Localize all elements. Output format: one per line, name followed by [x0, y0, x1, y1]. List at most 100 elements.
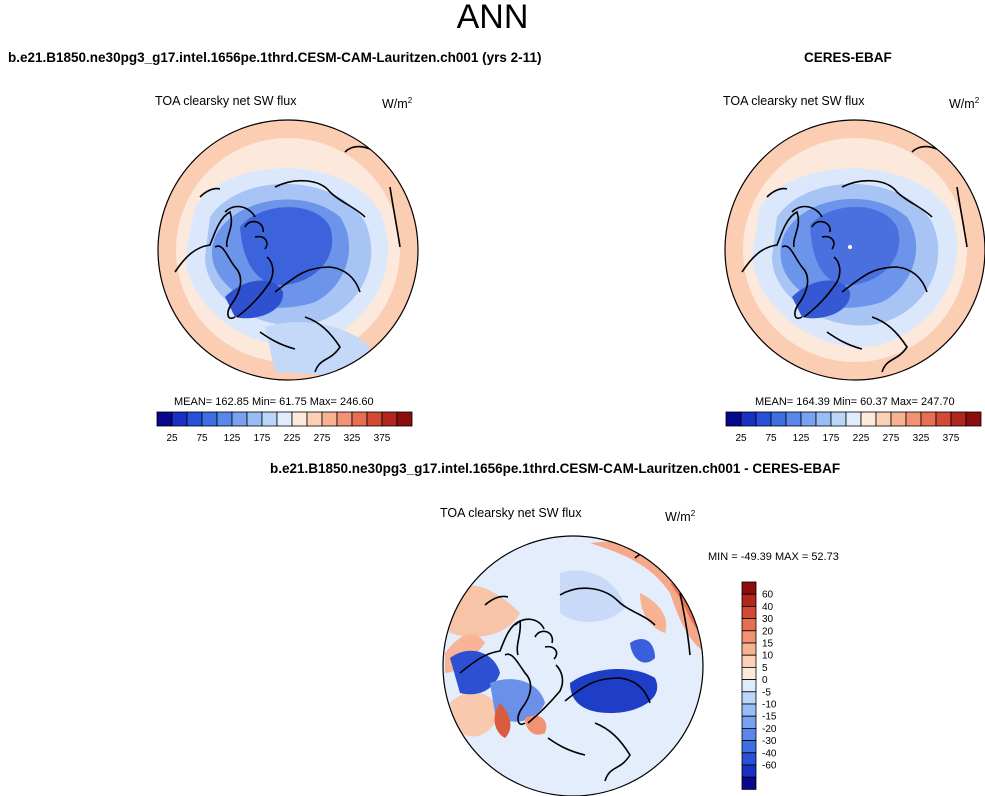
colorbar-tick-label: 10 — [762, 651, 774, 662]
colorbar-swatch — [741, 764, 757, 778]
colorbar-swatch — [785, 411, 802, 427]
colorbar-swatch — [741, 727, 757, 741]
colorbar-tick-label: 175 — [823, 433, 840, 444]
colorbar-swatch — [171, 411, 188, 427]
colorbar-swatch — [845, 411, 862, 427]
colorbar-swatch — [741, 593, 757, 607]
diff-colorbar-swatches — [741, 581, 757, 790]
colorbar-swatch — [741, 618, 757, 632]
colorbar-tick-label: 25 — [735, 433, 747, 444]
colorbar-swatch — [875, 411, 892, 427]
colorbar-swatch — [830, 411, 847, 427]
colorbar-swatch — [741, 776, 757, 790]
colorbar-swatch — [336, 411, 353, 427]
diff-minmax: MIN = -49.39 MAX = 52.73 — [708, 551, 839, 563]
colorbar-tick-label: 125 — [793, 433, 810, 444]
colorbar-tick-label: 0 — [762, 675, 768, 686]
colorbar-swatch — [741, 740, 757, 754]
colorbar-swatch — [741, 752, 757, 766]
colorbar-swatch — [741, 605, 757, 619]
colorbar-swatch — [741, 581, 757, 595]
colorbar-swatch — [740, 411, 757, 427]
colorbar-tick-label: -15 — [762, 712, 777, 723]
colorbar-swatch — [741, 703, 757, 717]
colorbar-swatch — [725, 411, 742, 427]
colorbar-swatch — [201, 411, 218, 427]
colorbar-swatch — [246, 411, 263, 427]
colorbar-swatch — [366, 411, 383, 427]
model-colorbar-ticks: 25 75 125 175 225 275 325 375 — [166, 433, 390, 444]
obs-case-title: CERES-EBAF — [804, 50, 892, 65]
obs-colorbar-swatches — [725, 411, 982, 427]
colorbar-tick-label: 5 — [762, 663, 768, 674]
colorbar-swatch — [306, 411, 323, 427]
colorbar-tick-label: 275 — [314, 433, 331, 444]
model-colorbar-swatches — [156, 411, 413, 427]
colorbar-swatch — [741, 679, 757, 693]
obs-colorbar-ticks: 25 75 125 175 225 275 325 375 — [735, 433, 959, 444]
colorbar-tick-label: 275 — [883, 433, 900, 444]
colorbar-swatch — [741, 654, 757, 668]
colorbar-tick-label: 40 — [762, 602, 774, 613]
colorbar-tick-label: 375 — [943, 433, 960, 444]
colorbar-swatch — [216, 411, 233, 427]
diff-polar-map — [442, 535, 704, 796]
colorbar-swatch — [396, 411, 413, 427]
colorbar-swatch — [381, 411, 398, 427]
colorbar-swatch — [741, 715, 757, 729]
colorbar-tick-label: 75 — [196, 433, 208, 444]
colorbar-swatch — [261, 411, 278, 427]
colorbar-tick-label: 325 — [913, 433, 930, 444]
colorbar-tick-label: -20 — [762, 724, 777, 735]
colorbar-tick-label: 30 — [762, 614, 774, 625]
obs-polar-map — [724, 119, 985, 381]
obs-panel-title: TOA clearsky net SW flux — [723, 94, 865, 108]
colorbar-swatch — [800, 411, 817, 427]
colorbar-swatch — [741, 642, 757, 656]
colorbar-swatch — [276, 411, 293, 427]
obs-units: W/m2 — [949, 96, 980, 112]
colorbar-swatch — [321, 411, 338, 427]
colorbar-tick-label: 325 — [344, 433, 361, 444]
model-case-title: b.e21.B1850.ne30pg3_g17.intel.1656pe.1th… — [8, 50, 542, 65]
colorbar-swatch — [741, 691, 757, 705]
model-polar-map — [157, 119, 419, 381]
colorbar-tick-label: 20 — [762, 626, 774, 637]
diff-panel-title: TOA clearsky net SW flux — [440, 506, 582, 520]
colorbar-tick-label: 15 — [762, 639, 774, 650]
obs-colorbar: 25 75 125 175 225 275 325 375 — [725, 411, 982, 444]
colorbar-tick-label: 25 — [166, 433, 178, 444]
colorbar-swatch — [755, 411, 772, 427]
colorbar-tick-label: -40 — [762, 748, 777, 759]
colorbar-tick-label: -60 — [762, 761, 777, 772]
colorbar-tick-label: 375 — [374, 433, 391, 444]
colorbar-tick-label: -5 — [762, 687, 771, 698]
colorbar-swatch — [156, 411, 173, 427]
colorbar-swatch — [815, 411, 832, 427]
season-title: ANN — [456, 0, 529, 36]
colorbar-tick-label: -10 — [762, 700, 777, 711]
diff-case-title: b.e21.B1850.ne30pg3_g17.intel.1656pe.1th… — [270, 461, 841, 476]
colorbar-tick-label: 225 — [284, 433, 301, 444]
colorbar-swatch — [291, 411, 308, 427]
colorbar-swatch — [860, 411, 877, 427]
diff-units: W/m2 — [665, 509, 696, 525]
model-colorbar: 25 75 125 175 225 275 325 375 — [156, 411, 413, 444]
colorbar-tick-label: 225 — [853, 433, 870, 444]
obs-stats: MEAN= 164.39 Min= 60.37 Max= 247.70 — [755, 396, 955, 408]
colorbar-swatch — [186, 411, 203, 427]
colorbar-swatch — [741, 630, 757, 644]
colorbar-swatch — [920, 411, 937, 427]
colorbar-swatch — [351, 411, 368, 427]
colorbar-swatch — [905, 411, 922, 427]
model-stats: MEAN= 162.85 Min= 61.75 Max= 246.60 — [174, 396, 374, 408]
colorbar-swatch — [741, 667, 757, 681]
colorbar-tick-label: -30 — [762, 736, 777, 747]
model-units: W/m2 — [382, 96, 413, 112]
colorbar-swatch — [770, 411, 787, 427]
colorbar-tick-label: 125 — [224, 433, 241, 444]
colorbar-swatch — [890, 411, 907, 427]
colorbar-swatch — [965, 411, 982, 427]
